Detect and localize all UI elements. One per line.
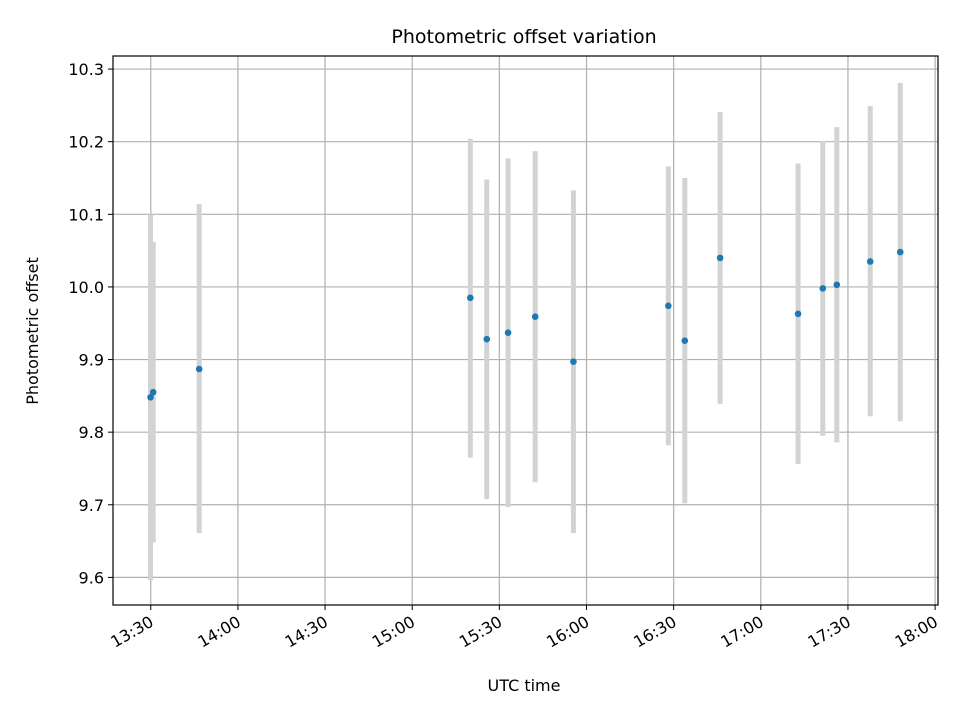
data-points [147, 248, 904, 401]
data-point [195, 365, 203, 373]
y-tick-label: 9.9 [79, 351, 104, 370]
grid [113, 56, 938, 605]
data-point [794, 310, 802, 318]
data-point [483, 335, 491, 343]
data-point [531, 313, 539, 321]
y-tick-label: 9.7 [79, 496, 104, 515]
chart-title: Photometric offset variation [391, 26, 656, 48]
data-point [681, 337, 689, 344]
data-point [866, 258, 874, 265]
y-axis: 9.6 9.7 9.8 9.9 10.0 10.1 10.2 10.3 [68, 60, 113, 587]
data-point [896, 248, 904, 256]
y-tick-label: 10.3 [68, 60, 104, 79]
data-point [819, 285, 827, 292]
data-point [665, 302, 672, 310]
x-axis-label: UTC time [488, 676, 561, 695]
y-tick-label: 10.1 [68, 205, 104, 224]
y-tick-label: 10.2 [68, 133, 104, 152]
y-tick-label: 9.6 [79, 568, 104, 587]
data-point [716, 254, 724, 262]
data-point [467, 294, 474, 302]
y-tick-label: 10.0 [68, 278, 104, 297]
data-point [147, 394, 154, 401]
data-point [504, 329, 512, 336]
plot-frame [112, 55, 939, 606]
data-point [149, 388, 157, 396]
data-point [570, 358, 577, 366]
y-tick-label: 9.8 [79, 423, 104, 442]
y-axis-label: Photometric offset [23, 257, 42, 405]
data-point [833, 281, 841, 289]
